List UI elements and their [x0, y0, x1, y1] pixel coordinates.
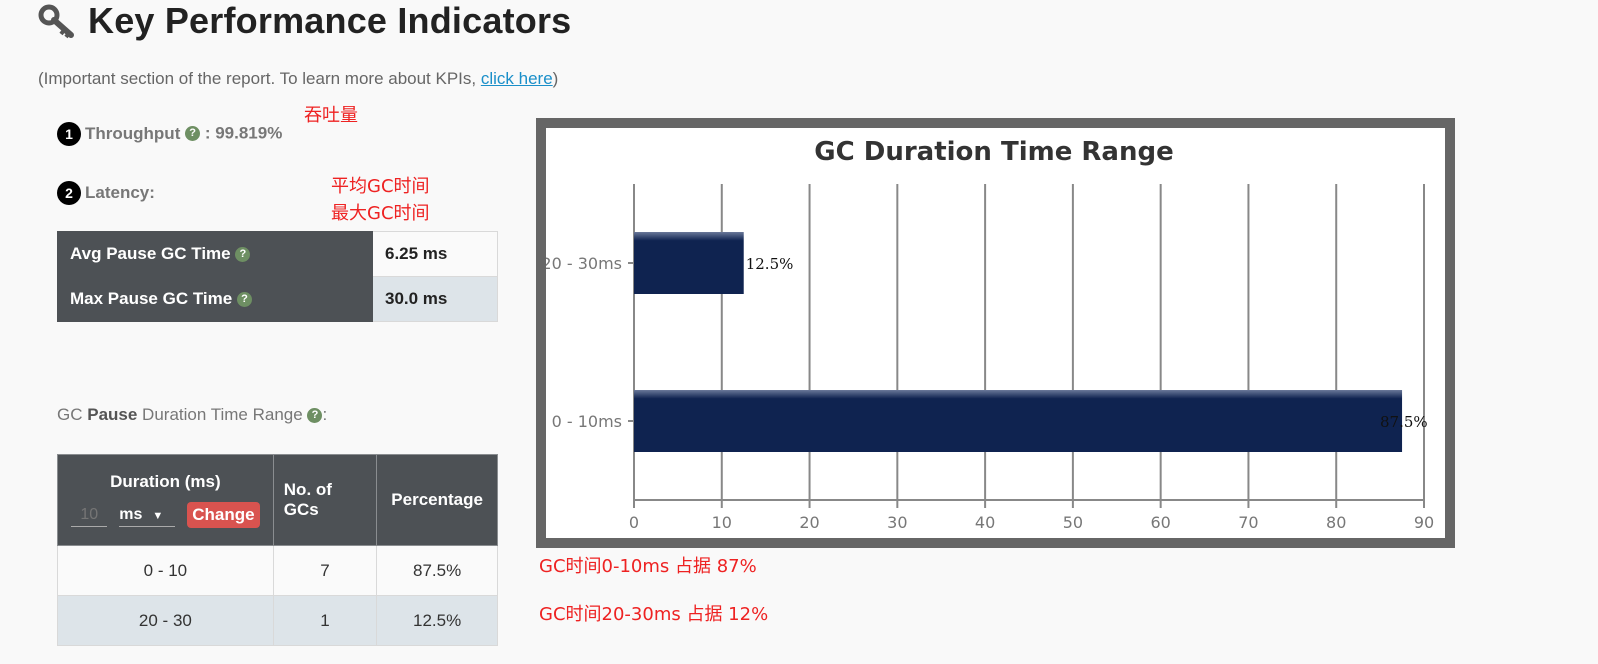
avg-pause-label: Avg Pause GC Time: [70, 244, 231, 263]
x-tick-label: 0: [629, 513, 639, 532]
chart-annotation-2: GC时间20-30ms 占据 12%: [539, 604, 769, 625]
help-icon[interactable]: ?: [235, 247, 251, 263]
latency-number-badge: 2: [57, 180, 81, 205]
throughput-number-badge: 1: [57, 121, 81, 146]
percentage-header: Percentage: [376, 454, 498, 546]
duration-header-label: Duration (ms): [110, 472, 221, 491]
subtitle-close: ): [552, 69, 559, 88]
latency-table: Avg Pause GC Time ? 6.25 ms Max Pause GC…: [57, 231, 498, 322]
latency-key-cell: Avg Pause GC Time ?: [57, 231, 373, 277]
bar: [634, 232, 744, 294]
x-tick-label: 10: [712, 513, 732, 532]
subtitle-text: (Important section of the report. To lea…: [38, 69, 481, 88]
table-header-row: Duration (ms) ms ▼ Change No. of GCs Perc…: [57, 454, 498, 546]
help-icon[interactable]: ?: [185, 126, 201, 142]
max-pause-value: 30.0 ms: [372, 276, 498, 322]
help-icon[interactable]: ?: [236, 292, 252, 308]
x-tick-label: 30: [887, 513, 907, 532]
table-row: Max Pause GC Time ? 30.0 ms: [57, 276, 498, 322]
count-header: No. of GCs: [272, 454, 378, 546]
duration-controls: ms ▼ Change: [68, 502, 263, 528]
chart-background: [546, 128, 1445, 538]
chart-frame: GC Duration Time Range 0 10 20 30 40 50 60 70 80…: [536, 118, 1455, 548]
help-icon[interactable]: ?: [307, 408, 323, 424]
duration-input[interactable]: [71, 503, 108, 527]
latency-label: Latency:: [85, 182, 155, 202]
percentage-cell: 87.5%: [376, 545, 498, 596]
duration-header: Duration (ms) ms ▼ Change: [57, 454, 274, 546]
change-button[interactable]: Change: [187, 502, 260, 528]
throughput-label: Throughput: [85, 123, 181, 143]
x-tick-label: 20: [799, 513, 819, 532]
percentage-cell: 12.5%: [376, 595, 498, 646]
range-cell: 20 - 30: [57, 595, 274, 646]
unit-select[interactable]: ms ▼: [119, 504, 176, 527]
throughput-value: : 99.819%: [204, 123, 283, 143]
key-icon: [38, 4, 74, 39]
range-cell: 0 - 10: [57, 545, 274, 596]
y-tick-label: 20 - 30ms: [546, 254, 622, 273]
x-tick-label: 40: [975, 513, 995, 532]
latency-row: 2 Latency:: [57, 179, 155, 206]
gc-pause-suffix: :: [322, 405, 328, 424]
gc-pause-bold: Pause: [87, 405, 138, 424]
max-annotation: 最大GC时间: [331, 203, 430, 224]
avg-annotation: 平均GC时间: [331, 176, 430, 197]
throughput-row: 1 Throughput ? : 99.819%: [57, 120, 282, 147]
x-tick-label: 90: [1414, 513, 1434, 532]
page-subtitle: (Important section of the report. To lea…: [38, 68, 558, 90]
duration-table: Duration (ms) ms ▼ Change No. of GCs Perc…: [57, 454, 498, 646]
chart-title: GC Duration Time Range: [814, 137, 1173, 167]
throughput-annotation: 吞吐量: [304, 105, 358, 126]
caret-down-icon: ▼: [152, 509, 164, 522]
gc-pause-label: GC Pause Duration Time Range ?:: [57, 404, 327, 426]
unit-select-value: ms: [119, 505, 143, 523]
table-row: 0 - 10 7 87.5%: [57, 545, 498, 596]
table-row: 20 - 30 1 12.5%: [57, 595, 498, 646]
bar: [634, 390, 1403, 452]
x-tick-label: 50: [1063, 513, 1083, 532]
data-label: 12.5%: [746, 255, 794, 273]
max-pause-label: Max Pause GC Time: [70, 289, 233, 308]
y-tick-label: 0 - 10ms: [552, 412, 622, 431]
x-tick-label: 80: [1326, 513, 1346, 532]
avg-pause-value: 6.25 ms: [372, 231, 498, 277]
gc-pause-post: Duration Time Range: [137, 405, 303, 424]
count-cell: 1: [272, 595, 378, 646]
count-cell: 7: [272, 545, 378, 596]
x-tick-label: 60: [1150, 513, 1170, 532]
table-row: Avg Pause GC Time ? 6.25 ms: [57, 231, 498, 277]
data-label: 87.5%: [1380, 413, 1428, 431]
x-tick-label: 70: [1238, 513, 1258, 532]
kpi-help-link[interactable]: click here: [480, 69, 553, 88]
gc-duration-chart: GC Duration Time Range 0 10 20 30 40 50 60 70 80…: [546, 128, 1445, 538]
page-title: Key Performance Indicators: [88, 0, 572, 41]
latency-key-cell: Max Pause GC Time ?: [57, 276, 373, 322]
chart-annotation-1: GC时间0-10ms 占据 87%: [539, 556, 757, 577]
gc-pause-pre: GC: [57, 405, 88, 424]
